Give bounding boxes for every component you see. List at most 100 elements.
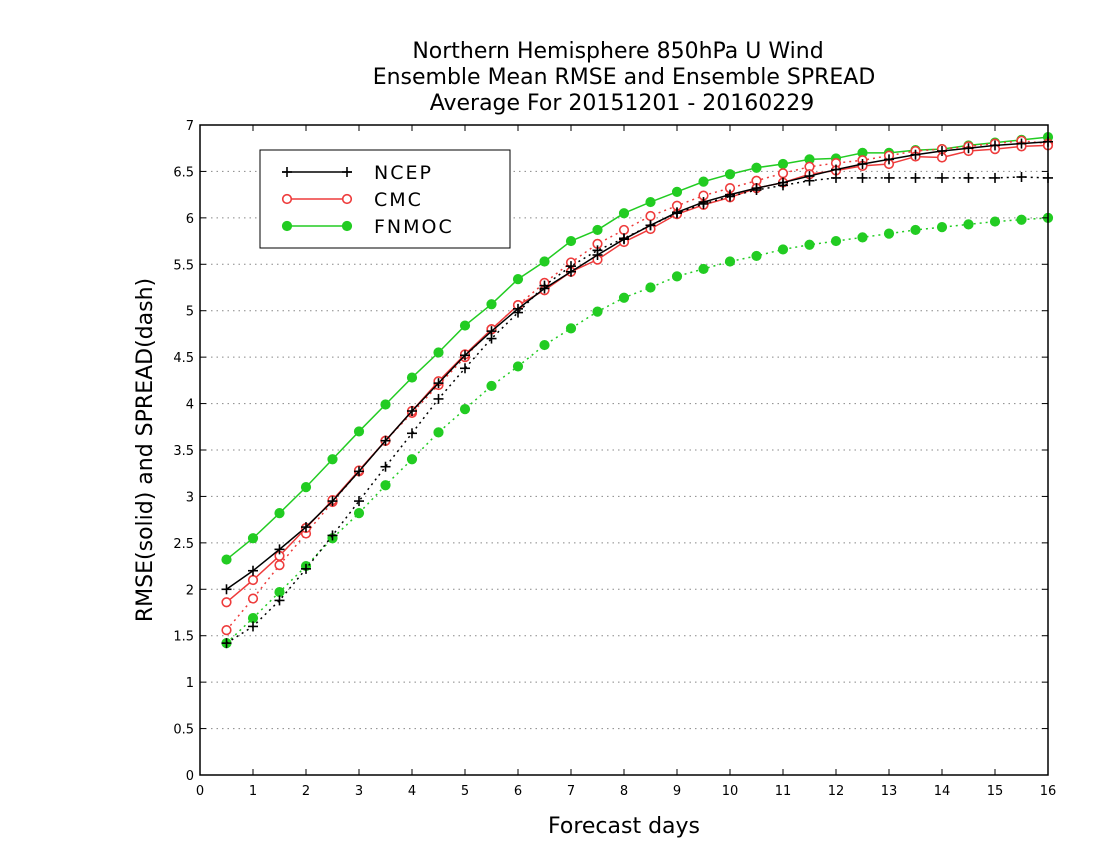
filled-circle-marker: [221, 554, 232, 565]
chart-title-line-3: Average For 20151201 - 20160229: [430, 91, 815, 116]
y-tick-label: 5: [186, 305, 194, 320]
y-tick-label: 0.5: [173, 723, 194, 738]
y-tick-label: 4: [186, 398, 194, 413]
filled-circle-marker: [777, 158, 789, 170]
x-axis-title: Forecast days: [548, 814, 700, 839]
plus-marker: [1016, 172, 1027, 182]
filled-circle-marker: [671, 271, 683, 282]
filled-circle-marker: [486, 380, 497, 392]
plus-marker: [433, 393, 444, 404]
filled-circle-marker: [1016, 214, 1027, 225]
filled-circle-marker: [247, 533, 259, 544]
fnmoc-spread-series: [221, 212, 1054, 649]
y-tick-label: 0: [186, 769, 194, 784]
x-tick-label: 7: [567, 784, 575, 799]
plus-marker: [354, 496, 364, 507]
open-circle-marker: [221, 625, 232, 636]
open-circle-marker: [645, 210, 656, 222]
x-tick-label: 5: [461, 784, 469, 799]
filled-circle-marker: [989, 216, 1001, 227]
plus-marker: [460, 363, 470, 374]
y-tick-label: 5.5: [173, 258, 194, 273]
plus-marker: [460, 350, 470, 361]
plus-marker: [910, 172, 921, 183]
plus-marker: [282, 167, 292, 177]
plus-marker: [698, 197, 709, 208]
plus-marker: [433, 378, 444, 389]
open-circle-marker: [221, 597, 232, 608]
plus-marker: [751, 183, 762, 194]
filled-circle-marker: [380, 480, 391, 491]
filled-circle-marker: [777, 244, 789, 255]
x-tick-label: 10: [722, 784, 739, 799]
filled-circle-marker: [512, 274, 524, 285]
x-tick-label: 6: [514, 784, 522, 799]
fnmoc-spread-line: [225, 217, 1049, 644]
plus-marker: [831, 172, 841, 183]
open-circle-marker: [777, 168, 789, 179]
filled-circle-marker: [645, 196, 656, 208]
legend-item-ncep: NCEP: [282, 162, 431, 184]
filled-circle-marker: [433, 427, 444, 438]
plus-marker: [380, 461, 391, 472]
filled-circle-marker: [751, 250, 762, 262]
plus-marker: [884, 154, 894, 165]
plus-marker: [248, 565, 258, 576]
plus-marker: [486, 326, 497, 337]
filled-circle-marker: [300, 482, 312, 493]
x-tick-label: 15: [987, 784, 1004, 799]
gridlines: [200, 170, 1048, 730]
x-axis: 0 1 2 3 4 5 6 7 8 9 10 11 12 13 14 15 16: [196, 125, 1056, 799]
plus-marker: [513, 303, 523, 314]
y-tick-label: 2: [186, 583, 194, 598]
x-tick-label: 14: [934, 784, 951, 799]
x-tick-label: 8: [620, 784, 628, 799]
plus-marker: [380, 435, 391, 446]
filled-circle-marker: [274, 508, 285, 519]
plus-marker: [963, 172, 974, 183]
x-tick-label: 3: [355, 784, 363, 799]
plus-marker: [884, 172, 894, 183]
cmc-spread-line: [225, 140, 1049, 631]
x-tick-label: 12: [828, 784, 845, 799]
filled-circle-marker: [592, 224, 603, 236]
filled-circle-marker: [459, 404, 471, 415]
plus-marker: [407, 428, 417, 439]
plus-marker: [725, 189, 735, 200]
plus-marker: [937, 172, 947, 183]
ncep-rmse-series: [221, 136, 1053, 595]
y-axis-title: RMSE(solid) and SPREAD(dash): [133, 278, 158, 622]
plus-marker: [857, 159, 868, 169]
filled-circle-marker: [618, 292, 630, 303]
y-tick-label: 7: [186, 119, 194, 134]
y-axis: 0 0.5 1 1.5 2 2.5 3 3.5 4 4.5 5 5.5 6 6.5 7: [173, 119, 1048, 784]
plus-marker: [990, 172, 1000, 183]
series: [221, 131, 1054, 649]
plus-marker: [672, 207, 682, 218]
y-tick-label: 6.5: [173, 165, 194, 180]
legend: NCEP CMC FNMOC: [259, 149, 511, 249]
filled-circle-marker: [380, 399, 391, 410]
filled-circle-marker: [857, 232, 868, 243]
filled-circle-marker: [830, 235, 842, 247]
filled-circle-marker: [406, 372, 418, 383]
filled-circle-marker: [671, 186, 683, 197]
filled-circle-marker: [281, 220, 293, 232]
plus-marker: [221, 584, 232, 595]
filled-circle-marker: [565, 323, 577, 334]
filled-circle-marker: [592, 306, 603, 317]
plus-marker: [857, 172, 868, 183]
x-tick-label: 4: [408, 784, 416, 799]
plus-marker: [354, 466, 364, 477]
legend-label: CMC: [374, 189, 423, 211]
open-circle-marker: [274, 560, 285, 571]
plus-marker: [327, 496, 338, 507]
plus-marker: [910, 149, 921, 160]
filled-circle-marker: [406, 454, 418, 465]
plus-marker: [831, 164, 841, 175]
open-circle-marker: [247, 574, 259, 586]
plus-marker: [1016, 138, 1027, 149]
plus-marker: [539, 283, 550, 294]
filled-circle-marker: [565, 235, 577, 247]
